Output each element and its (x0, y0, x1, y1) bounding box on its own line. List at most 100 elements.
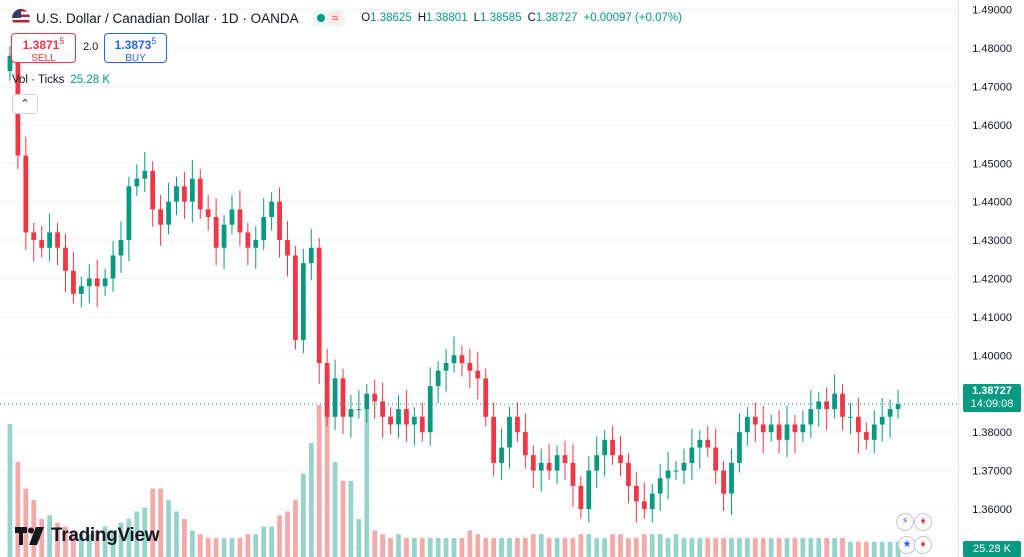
volume-bar (435, 538, 441, 557)
candle-body (546, 462, 552, 471)
volume-bar (848, 541, 853, 557)
volume-bar (538, 534, 544, 557)
close-value: 1.38727 (535, 12, 578, 24)
volume-bar (649, 534, 655, 557)
price-axis-separator (958, 0, 959, 557)
candle-body (340, 378, 346, 417)
volume-bar (308, 443, 314, 557)
tradingview-mark-icon (15, 527, 44, 545)
close-label: C (527, 12, 536, 24)
candle-body (538, 462, 544, 471)
candle-body (467, 363, 473, 371)
volume-legend-label: Vol · Ticks (12, 74, 65, 86)
buy-button[interactable]: 1.38735 BUY (104, 33, 167, 64)
y-tick-label: 1.48000 (972, 43, 1012, 55)
volume-bar (372, 530, 378, 557)
volume-bar (729, 538, 734, 557)
candle-body (673, 470, 679, 472)
candle-body (427, 386, 433, 433)
symbol-title[interactable]: U.S. Dollar / Canadian Dollar · 1D · OAN… (36, 10, 299, 26)
volume-legend[interactable]: Vol · Ticks 25.28 K (12, 74, 110, 86)
candle-body (792, 424, 798, 433)
low-value: 1.38585 (480, 12, 522, 24)
candle-body (419, 416, 425, 433)
candle-body (411, 416, 417, 425)
volume-bar (800, 538, 806, 557)
sell-button[interactable]: 1.38715 SELL (11, 33, 76, 64)
volume-bar (300, 473, 306, 557)
candle-body (285, 240, 290, 256)
candle-body (745, 416, 750, 433)
volume-bar (475, 534, 481, 557)
candle-body (737, 432, 742, 463)
volume-bar (705, 538, 711, 557)
chevron-up-icon[interactable]: ⌃ (12, 94, 38, 114)
volume-bar (324, 386, 330, 557)
volume-bar (562, 538, 568, 557)
candle-body (7, 55, 13, 72)
candle-body (126, 186, 132, 241)
candle-body (316, 247, 322, 364)
candle-body (134, 178, 140, 187)
volume-bar (824, 538, 830, 557)
volume-bar (879, 541, 885, 557)
y-tick-label: 1.46000 (972, 120, 1012, 132)
change-value: +0.00097 (+0.07%) (583, 12, 682, 24)
market-status[interactable]: ≈ (312, 9, 346, 27)
candle-body (499, 447, 504, 463)
candle-body (174, 186, 179, 202)
candle-body (308, 247, 314, 264)
volume-bar (871, 541, 877, 557)
volume-bar (229, 538, 235, 557)
y-tick-label: 1.37000 (972, 466, 1012, 478)
volume-bar (721, 538, 726, 557)
volume-bar (578, 534, 584, 557)
buy-label: BUY (125, 53, 146, 64)
volume-bar (546, 538, 552, 557)
candle-body (237, 209, 243, 233)
volume-bar (459, 538, 465, 557)
volume-bar (689, 538, 695, 557)
volume-bar (594, 538, 600, 557)
volume-bar (792, 538, 798, 557)
volume-bar (47, 515, 52, 557)
high-label: H (417, 12, 427, 24)
volume-bar (467, 530, 473, 557)
candle-body (570, 462, 576, 486)
volume-bar (150, 488, 156, 557)
volume-bar (499, 538, 504, 557)
lightning-event-icon[interactable]: ⚡ (896, 513, 914, 531)
candle-body (768, 424, 774, 433)
volume-bar (887, 541, 893, 557)
candle-body (832, 393, 837, 410)
volume-bar (332, 462, 338, 557)
volume-bar (237, 538, 243, 557)
canada-flag-icon[interactable]: ♦ (914, 513, 932, 531)
volume-bar (570, 538, 576, 557)
volume-bar (71, 530, 76, 557)
candle-body (71, 270, 76, 294)
candle-body (102, 278, 108, 287)
candle-body (269, 201, 275, 218)
y-tick-label: 1.40000 (972, 350, 1012, 362)
volume-bar (752, 538, 758, 557)
candle-body (697, 439, 703, 448)
candle-body (229, 209, 235, 225)
candle-body (150, 170, 156, 210)
volume-bar (427, 538, 433, 557)
candle-body (300, 263, 306, 340)
low-label: L (473, 12, 481, 24)
canada-flag-icon-2[interactable]: ♦ (914, 536, 932, 554)
candle-body (752, 416, 758, 425)
tradingview-logo[interactable]: TradingView (15, 525, 160, 547)
candle-body (166, 201, 171, 225)
volume-bar (356, 519, 362, 557)
countdown-timer: 14:09:08 (970, 398, 1014, 410)
candle-body (887, 409, 893, 417)
volume-bar (261, 526, 267, 557)
candle-body (332, 378, 338, 417)
candle-body (324, 363, 330, 417)
volume-bar (15, 462, 21, 557)
volume-bar (31, 500, 37, 557)
